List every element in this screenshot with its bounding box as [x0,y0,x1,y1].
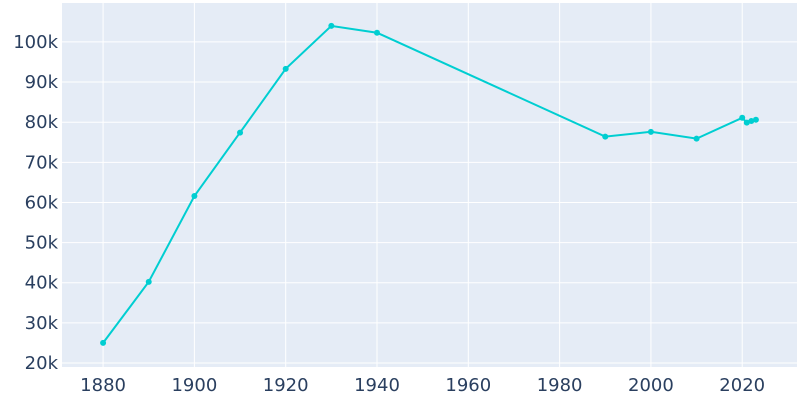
x-axis: 1880 1900 1920 1940 1960 1980 2000 2020 [80,375,765,396]
data-point[interactable] [743,119,750,126]
x-tick-label: 1920 [263,375,309,396]
data-point[interactable] [328,22,335,29]
data-point[interactable] [693,135,700,142]
data-point[interactable] [100,339,107,346]
plot-background [62,3,797,367]
series-markers [100,22,759,346]
grid [62,3,797,367]
data-point[interactable] [191,193,198,200]
data-point[interactable] [739,114,746,121]
x-tick-label: 2020 [719,375,765,396]
y-tick-label: 30k [25,313,59,334]
data-point[interactable] [647,128,654,135]
y-tick-label: 70k [25,152,59,173]
y-tick-label: 60k [25,192,59,213]
x-tick-label: 2000 [628,375,674,396]
y-tick-label: 90k [25,72,59,93]
data-point[interactable] [752,116,759,123]
y-axis: 20k 30k 40k 50k 60k 70k 80k 90k 100k [13,32,58,374]
y-tick-label: 80k [25,112,59,133]
x-tick-label: 1900 [171,375,217,396]
x-tick-label: 1940 [354,375,400,396]
y-tick-label: 100k [13,32,58,53]
data-point[interactable] [282,65,289,72]
y-tick-label: 20k [25,353,59,374]
data-point[interactable] [145,278,152,285]
y-tick-label: 50k [25,233,59,254]
y-tick-label: 40k [25,273,59,294]
data-point[interactable] [602,133,609,140]
data-point[interactable] [374,29,380,36]
x-tick-label: 1880 [80,375,126,396]
x-tick-label: 1960 [445,375,491,396]
x-tick-label: 1980 [537,375,583,396]
data-point[interactable] [237,129,244,136]
data-point[interactable] [748,117,755,124]
